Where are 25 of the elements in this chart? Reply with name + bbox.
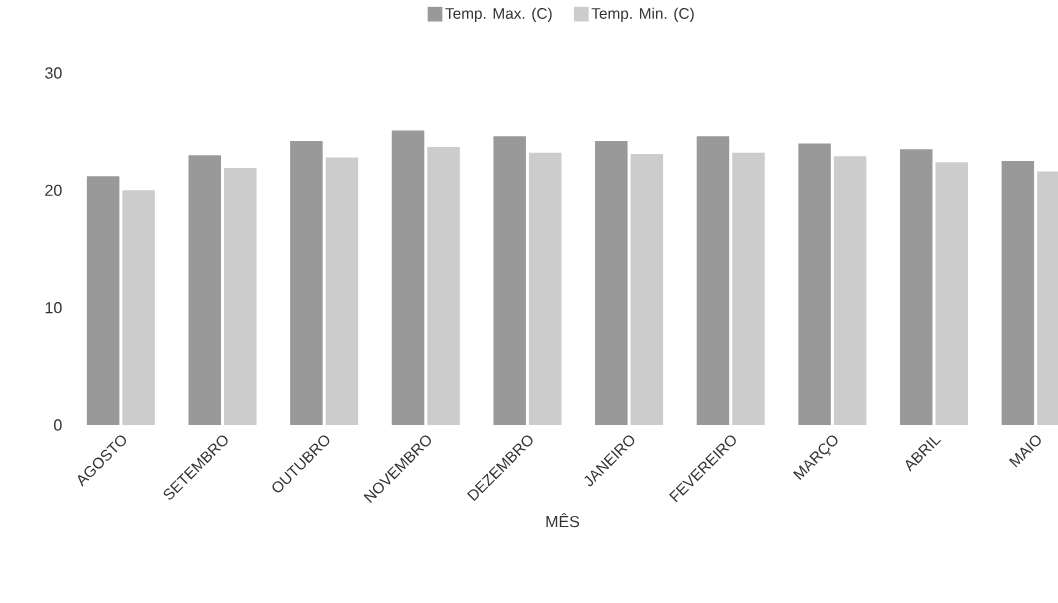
legend-label: Temp. Max. (C) — [445, 7, 552, 22]
bar — [493, 136, 526, 425]
bar — [798, 143, 831, 425]
legend-label: Temp. Min. (C) — [591, 7, 694, 22]
bar — [899, 149, 933, 425]
bar — [427, 146, 460, 425]
bar — [86, 176, 120, 425]
x-axis-title: MÊS — [546, 513, 580, 528]
y-tick-label: 10 — [45, 302, 62, 314]
bar — [528, 152, 562, 425]
bar — [935, 162, 969, 425]
bar — [696, 136, 730, 425]
y-tick-label: 30 — [45, 67, 62, 79]
bar — [391, 130, 425, 425]
bar — [833, 156, 867, 425]
bar — [630, 153, 664, 425]
bar — [188, 155, 222, 425]
bar — [122, 190, 155, 425]
bar — [290, 141, 323, 425]
bar — [325, 157, 359, 425]
bar — [224, 168, 257, 425]
y-tick-label: 0 — [54, 419, 62, 431]
bar — [595, 141, 628, 425]
y-tick-label: 20 — [45, 184, 62, 196]
bar — [732, 152, 765, 425]
